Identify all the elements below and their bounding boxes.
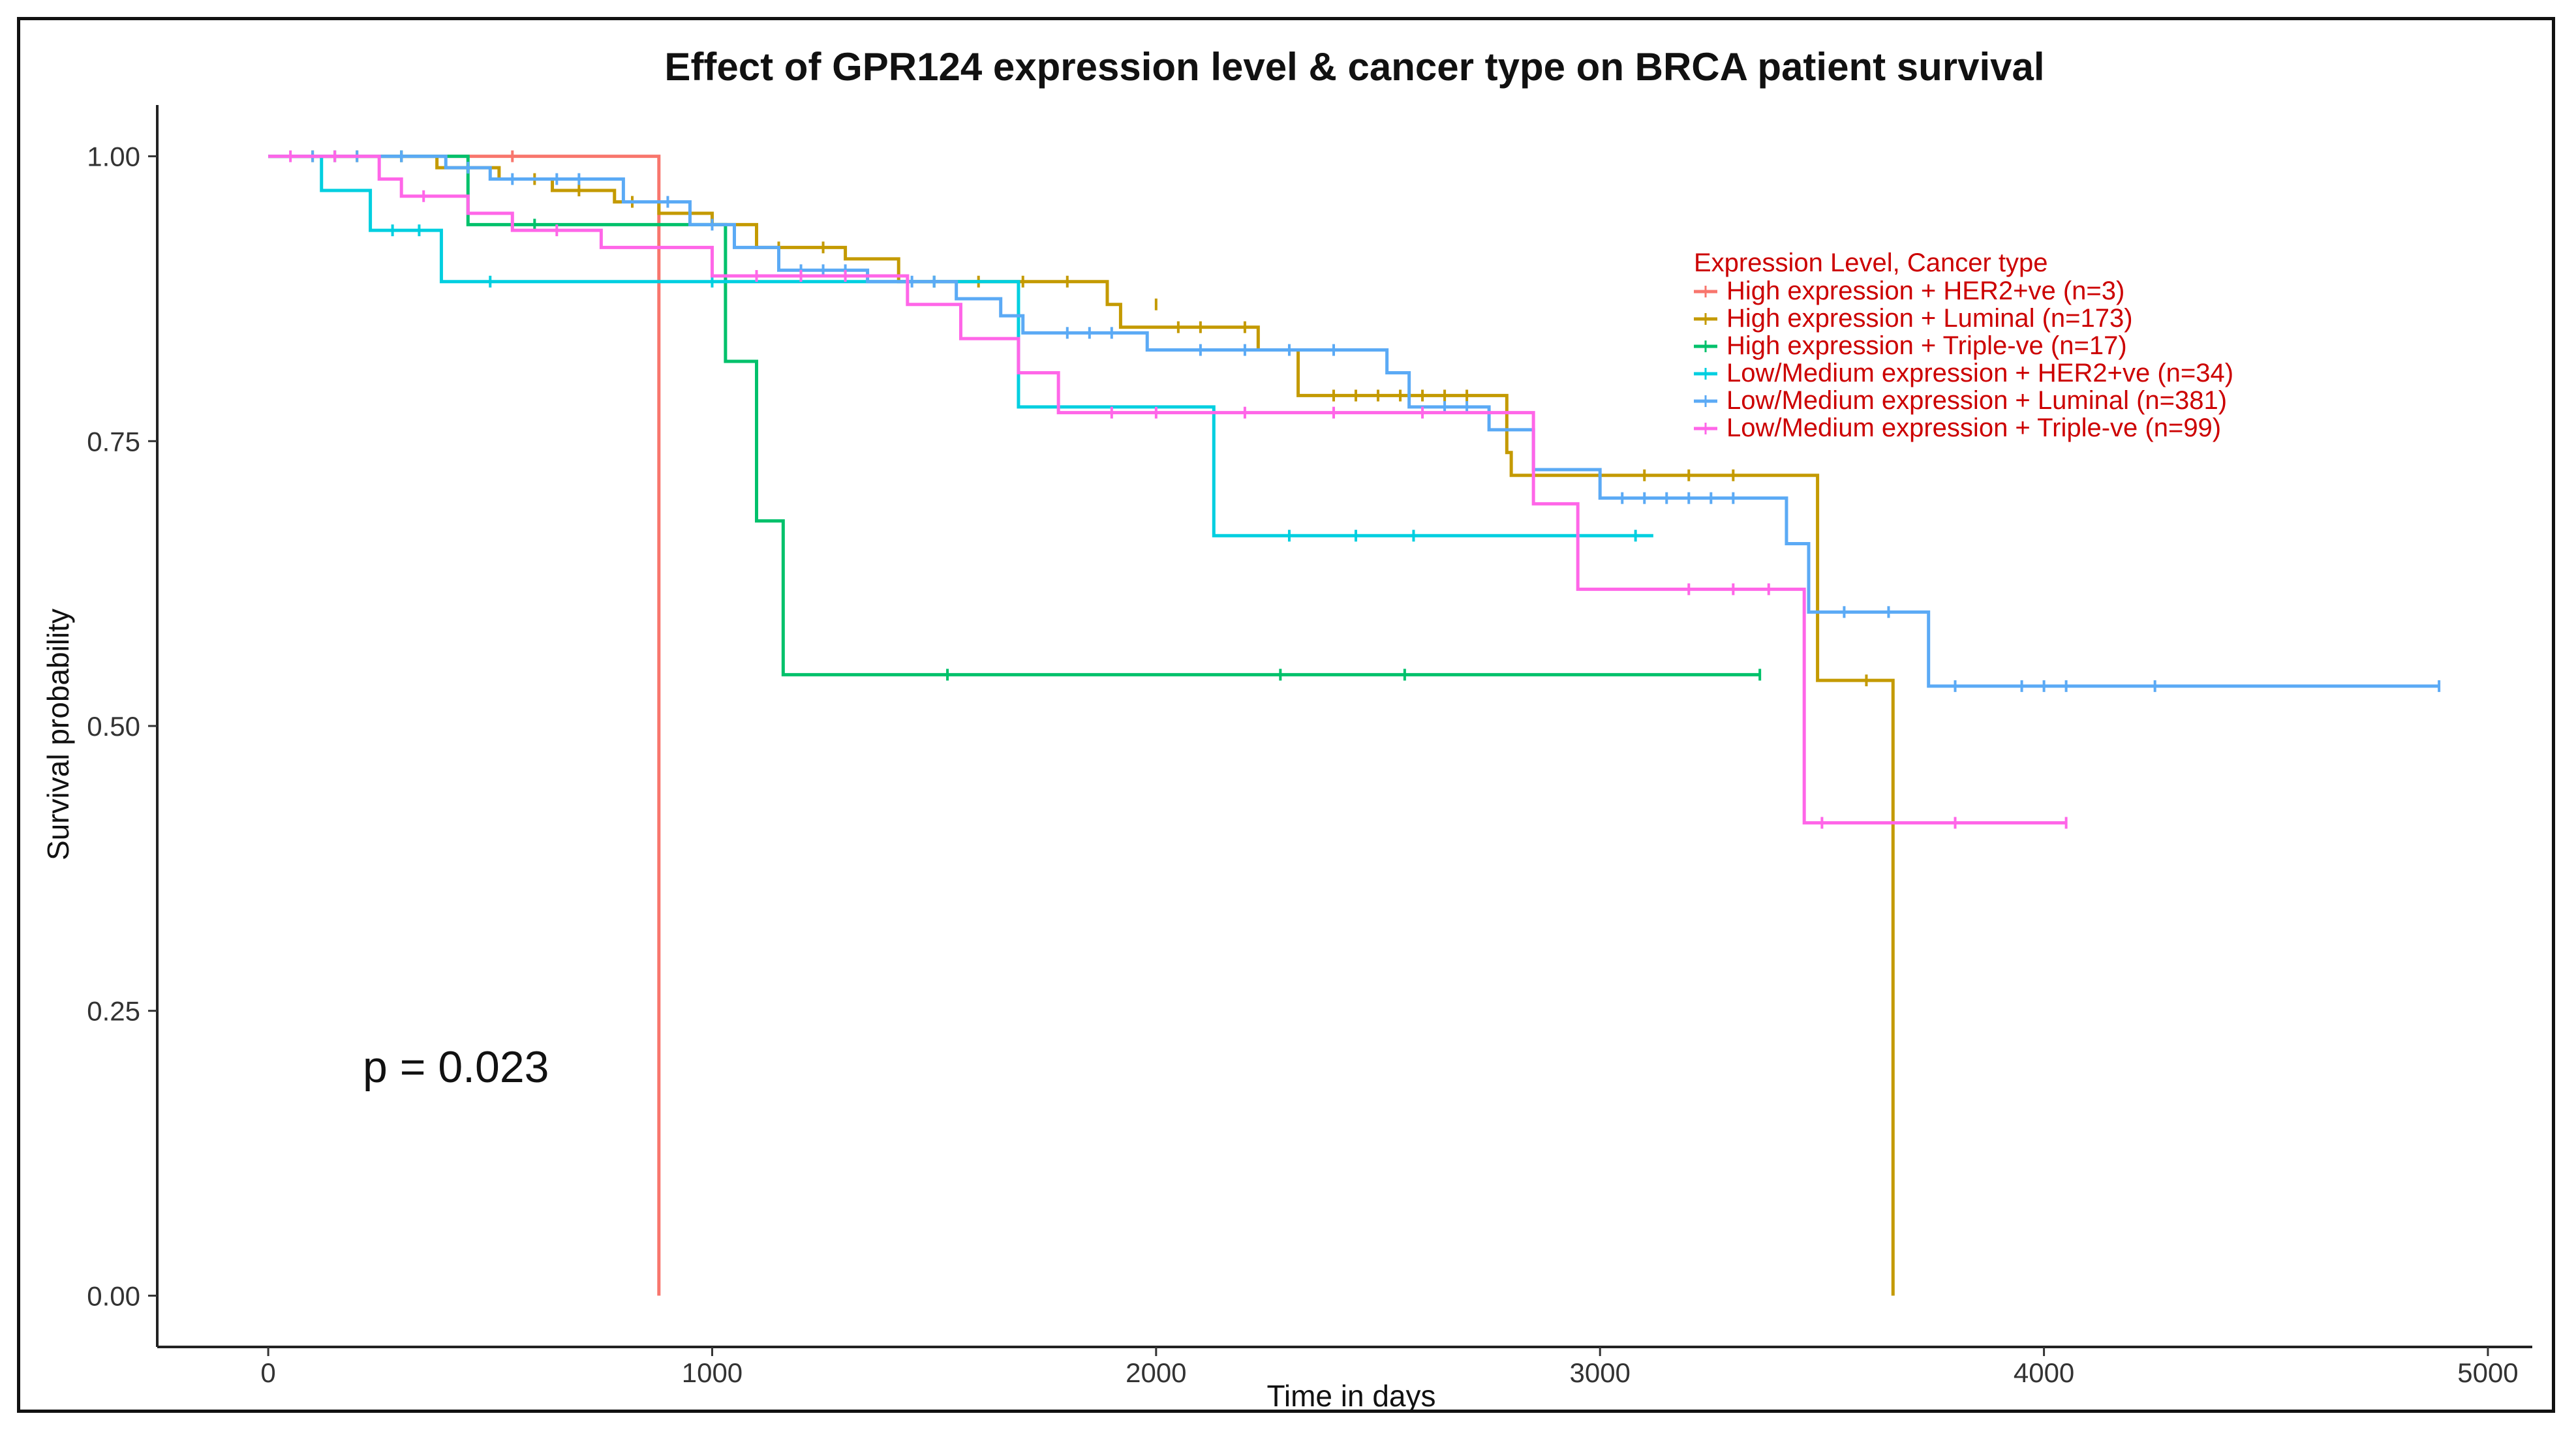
chart-title: Effect of GPR124 expression level & canc…	[664, 45, 2044, 89]
figure-frame: Effect of GPR124 expression level & canc…	[17, 17, 2555, 1413]
legend-title: Expression Level, Cancer type	[1694, 249, 2048, 277]
x-tick-label: 4000	[2014, 1357, 2074, 1388]
legend-label-2: High expression + Luminal (n=173)	[1726, 304, 2133, 333]
legend-label-3: High expression + Triple-ve (n=17)	[1726, 331, 2127, 360]
survival-curves	[268, 150, 2441, 1296]
legend-label-6: Low/Medium expression + Triple-ve (n=99)	[1726, 414, 2221, 442]
survival-curve-3	[268, 155, 1760, 676]
y-tick-label: 0.00	[87, 1280, 140, 1311]
legend-label-5: Low/Medium expression + Luminal (n=381)	[1726, 386, 2227, 415]
y-tick-label: 0.75	[87, 426, 140, 457]
x-tick-label: 0	[260, 1357, 275, 1388]
survival-chart: Effect of GPR124 expression level & canc…	[41, 45, 2532, 1410]
x-tick-label: 3000	[1569, 1357, 1630, 1388]
survival-curve-5	[268, 155, 2440, 688]
survival-curve-1	[268, 155, 661, 1296]
axes: 0 1000 2000 3000 4000 5000 0.00 0.25 0.50 0.75 1.0…	[87, 105, 2532, 1388]
y-tick-label: 0.25	[87, 996, 140, 1027]
x-tick-label: 1000	[682, 1357, 743, 1388]
survival-curve-4	[268, 155, 1653, 537]
p-value-annotation: p = 0.023	[363, 1042, 549, 1092]
y-axis-title: Survival probability	[41, 609, 75, 860]
y-tick-label: 1.00	[87, 142, 140, 172]
survival-curve-6	[268, 155, 2066, 824]
x-tick-label: 5000	[2457, 1357, 2518, 1388]
legend-label-4: Low/Medium expression + HER2+ve (n=34)	[1726, 359, 2233, 387]
legend-label-1: High expression + HER2+ve (n=3)	[1726, 277, 2124, 305]
y-tick-label: 0.50	[87, 711, 140, 742]
survival-curve-2	[268, 155, 1895, 1296]
legend: Expression Level, Cancer type High expre…	[1694, 249, 2233, 442]
x-axis-title: Time in days	[1266, 1379, 1435, 1410]
x-tick-label: 2000	[1126, 1357, 1186, 1388]
